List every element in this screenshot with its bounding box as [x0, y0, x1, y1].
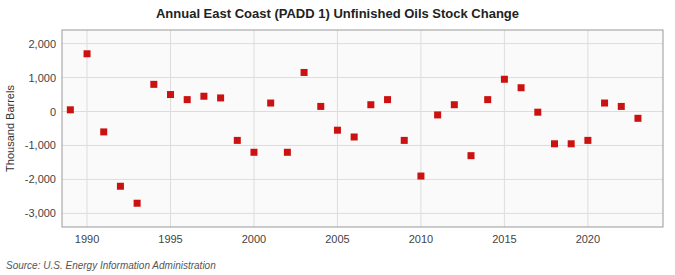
- tick-label: -1,000: [25, 139, 56, 151]
- grid-line: [170, 30, 171, 227]
- point: [468, 152, 475, 159]
- point: [217, 94, 224, 101]
- tick-label: 1995: [158, 233, 182, 245]
- point: [501, 76, 508, 83]
- point: [301, 69, 308, 76]
- point: [634, 115, 641, 122]
- point: [250, 149, 257, 156]
- tick-label: 1,000: [28, 72, 56, 84]
- grid-line: [87, 30, 88, 227]
- point: [534, 109, 541, 116]
- point: [518, 84, 525, 91]
- point: [434, 111, 441, 118]
- tick-label: 0: [50, 106, 56, 118]
- grid-line: [62, 179, 663, 180]
- point: [184, 96, 191, 103]
- plot-area: [62, 30, 663, 227]
- tick-label: 2,000: [28, 38, 56, 50]
- point: [618, 103, 625, 110]
- tick-label: 1990: [75, 233, 99, 245]
- grid-line: [62, 77, 663, 78]
- grid-line: [504, 30, 505, 227]
- point: [284, 149, 291, 156]
- point: [601, 100, 608, 107]
- point: [568, 140, 575, 147]
- point: [234, 137, 241, 144]
- grid: [62, 30, 663, 227]
- grid-line: [587, 30, 588, 227]
- point: [84, 50, 91, 57]
- axes: -3,000 -2,000 -1,000 0 1,000 2,000 1990 1995 200…: [25, 30, 663, 245]
- point: [367, 101, 374, 108]
- point: [67, 106, 74, 113]
- source: Source: U.S. Energy Information Administ…: [6, 260, 216, 271]
- point: [100, 128, 107, 135]
- grid-line: [253, 30, 254, 227]
- point: [334, 127, 341, 134]
- plot-frame: [62, 30, 663, 227]
- point: [401, 137, 408, 144]
- point: [167, 91, 174, 98]
- point: [484, 96, 491, 103]
- chart: Annual East Coast (PADD 1) Unfinished Oi…: [0, 0, 675, 275]
- point: [351, 133, 358, 140]
- grid-line: [62, 43, 663, 44]
- point: [584, 137, 591, 144]
- tick-label: -3,000: [25, 207, 56, 219]
- title: Annual East Coast (PADD 1) Unfinished Oi…: [156, 6, 519, 21]
- point: [417, 173, 424, 180]
- point: [384, 96, 391, 103]
- point: [267, 100, 274, 107]
- tick-label: 2020: [576, 233, 600, 245]
- point: [451, 101, 458, 108]
- tick-label: 2015: [492, 233, 516, 245]
- point: [551, 140, 558, 147]
- axis-label: Thousand Barrels: [4, 85, 16, 172]
- point: [200, 93, 207, 100]
- tick-label: 2010: [409, 233, 433, 245]
- point: [134, 200, 141, 207]
- grid-line: [420, 30, 421, 227]
- points: [67, 50, 642, 206]
- point: [150, 81, 157, 88]
- tick-label: -2,000: [25, 173, 56, 185]
- grid-line: [62, 111, 663, 112]
- grid-line: [62, 213, 663, 214]
- tick-label: 2005: [325, 233, 349, 245]
- point: [117, 183, 124, 190]
- point: [317, 103, 324, 110]
- tick-label: 2000: [242, 233, 266, 245]
